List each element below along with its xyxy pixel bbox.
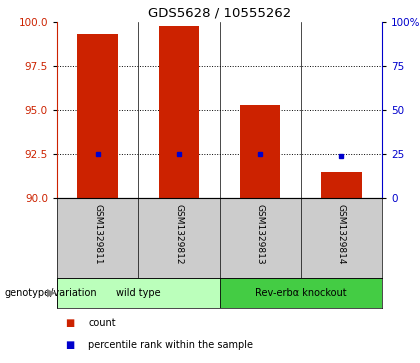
Bar [220, 278, 382, 308]
Text: GSM1329813: GSM1329813 [256, 204, 265, 265]
Text: Rev-erbα knockout: Rev-erbα knockout [255, 288, 346, 298]
Bar [240, 105, 281, 198]
Text: ■: ■ [66, 318, 75, 329]
Text: GSM1329811: GSM1329811 [93, 204, 102, 265]
Text: count: count [89, 318, 116, 329]
Text: GSM1329814: GSM1329814 [337, 204, 346, 265]
Text: wild type: wild type [116, 288, 160, 298]
Bar [77, 34, 118, 198]
Bar [159, 25, 199, 198]
Text: genotype/variation: genotype/variation [4, 288, 97, 298]
Text: percentile rank within the sample: percentile rank within the sample [89, 340, 254, 350]
Title: GDS5628 / 10555262: GDS5628 / 10555262 [148, 7, 291, 20]
Text: GSM1329812: GSM1329812 [174, 204, 184, 265]
Bar [57, 278, 220, 308]
Text: ▶: ▶ [47, 288, 55, 298]
Bar [321, 172, 362, 198]
Text: ■: ■ [66, 340, 75, 350]
